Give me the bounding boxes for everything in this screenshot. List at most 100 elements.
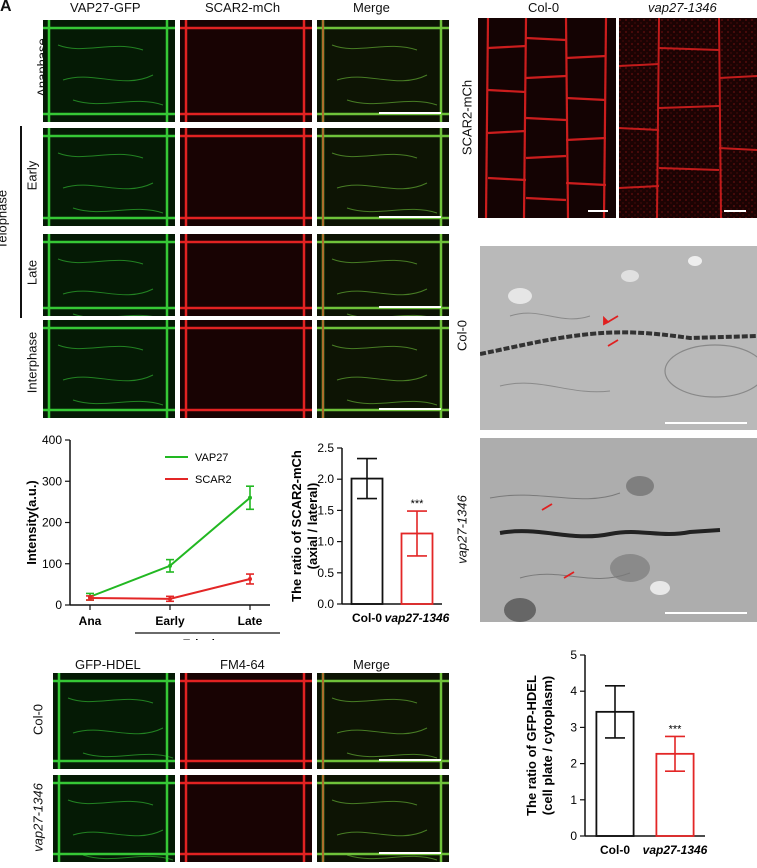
- x-tick-label: Col-0: [352, 611, 382, 625]
- y-tick-label: 2: [570, 757, 577, 771]
- panelA-tile-r1-c0-cell-outline: [43, 128, 175, 226]
- y-tick-label: 2.5: [317, 441, 334, 455]
- panelA-tile-r3-c0: [43, 320, 175, 418]
- y-tick-label: 1.5: [317, 503, 334, 517]
- mutant-cell-walls: [619, 18, 757, 218]
- panelE-row-col0: Col-0: [30, 703, 46, 736]
- scale-bar: [379, 216, 441, 218]
- x-tick-label: Early: [155, 614, 185, 628]
- scale-bar: [379, 112, 441, 114]
- y-tick-label: 200: [42, 516, 62, 530]
- data-point: [248, 495, 252, 500]
- panelE-tile-r0-c1-cell-outline: [180, 673, 312, 769]
- y-axis-label: The ratio of SCAR2-mCh: [289, 450, 304, 602]
- panelE-row-mutant: vap27-1346: [30, 783, 46, 852]
- y-tick-label: 5: [570, 648, 577, 662]
- data-point: [168, 596, 172, 601]
- x-tick-label: Late: [238, 614, 263, 628]
- panelA-tile-r2-c1: [180, 234, 312, 316]
- panelE-tile-r0-c1: [180, 673, 312, 769]
- panel-letter-a: A: [0, 0, 12, 15]
- panelE-tile-r1-c0: [53, 775, 175, 862]
- scale-bar: [665, 612, 747, 614]
- x-tick-label: vap27-1346: [643, 843, 708, 857]
- panelE-tile-r1-c2-cell-outline: [317, 775, 449, 862]
- panelB-col-header-col0: Col-0: [528, 0, 560, 15]
- panelC-row-col0: Col-0: [454, 319, 470, 352]
- panelB-image-col0: [478, 18, 616, 218]
- x-tick-label: Ana: [79, 614, 102, 628]
- panelA-tile-r1-c1-cell-outline: [180, 128, 312, 226]
- panelA-tile-r0-c2: [317, 20, 449, 122]
- panelE-col-header-2: FM4-64: [220, 657, 265, 672]
- y-tick-label: 1: [570, 793, 577, 807]
- panelA-tile-r3-c2-cell-outline: [317, 320, 449, 418]
- panelA-group-telophase: Telophase: [0, 189, 10, 250]
- panelA-tile-r0-c0: [43, 20, 175, 122]
- bar-chart-gfp-hdel-ratio: 0 1 2 3 4 5 The ratio of GFP-HDEL (cell plate /…: [524, 648, 708, 857]
- y-tick-label: 0: [570, 829, 577, 843]
- telophase-group-label: Telophase: [183, 638, 237, 640]
- panelA-tile-r3-c2: [317, 320, 449, 418]
- panelE-tile-r0-c0: [53, 673, 175, 769]
- panelB-image-mutant: [619, 18, 757, 218]
- y-axis-label: Intensity(a.u.): [24, 480, 39, 565]
- data-point: [168, 563, 172, 568]
- panelA-row-early: Early: [24, 160, 40, 191]
- panelA-tile-r2-c2-cell-outline: [317, 234, 449, 316]
- y-tick-label: 3: [570, 720, 577, 734]
- panelA-tile-r0-c1: [180, 20, 312, 122]
- panelE-tile-r1-c1: [180, 775, 312, 862]
- telophase-bracket-line: [20, 126, 22, 318]
- panelA-tile-r2-c1-cell-outline: [180, 234, 312, 316]
- panelC-em-mutant: [480, 438, 757, 622]
- panelA-col-header-2: SCAR2-mCh: [205, 0, 281, 15]
- panelA-tile-r3-c0-cell-outline: [43, 320, 175, 418]
- panelA-tile-r1-c1: [180, 128, 312, 226]
- significance-annotation: ***: [669, 723, 683, 735]
- scale-bar: [379, 852, 441, 854]
- panelA-tile-r3-c1: [180, 320, 312, 418]
- panelA-tile-r1-c2-cell-outline: [317, 128, 449, 226]
- data-point: [88, 595, 92, 600]
- panelE-tile-r0-c0-cell-outline: [53, 673, 175, 769]
- panelA-row-interphase: Interphase: [24, 331, 40, 394]
- y-axis-label: (axial / lateral): [305, 483, 320, 570]
- data-point: [248, 577, 252, 582]
- bar-chart-scar2-ratio: 0.0 0.5 1.0 1.5 2.0 2.5 The ratio of SCAR2-mCh…: [289, 441, 450, 625]
- x-tick-label: Col-0: [600, 843, 630, 857]
- scale-bar: [665, 422, 747, 424]
- significance-annotation: ***: [411, 498, 425, 510]
- y-tick-label: 0: [55, 598, 62, 612]
- panelA-row-late: Late: [24, 259, 40, 286]
- em-col0-features: [480, 246, 757, 430]
- line-chart-intensity: 0 100 200 300 400 Ana Early Late Telophase Intens…: [24, 433, 280, 640]
- panelE-col-header-1: GFP-HDEL: [75, 657, 141, 672]
- panelA-tile-r2-c2: [317, 234, 449, 316]
- panelE-tile-r0-c2: [317, 673, 449, 769]
- panelE-tile-r0-c2-cell-outline: [317, 673, 449, 769]
- y-tick-label: 0.5: [317, 566, 334, 580]
- scale-bar: [379, 306, 441, 308]
- x-tick-label: vap27-1346: [385, 611, 450, 625]
- scale-bar: [588, 210, 608, 212]
- panelA-tile-r2-c0-cell-outline: [43, 234, 175, 316]
- panelA-tile-r0-c1-cell-outline: [180, 20, 312, 122]
- y-tick-label: 100: [42, 557, 62, 571]
- panelA-tile-r0-c0-cell-outline: [43, 20, 175, 122]
- legend-label-scar2: SCAR2: [195, 474, 232, 486]
- panelE-tile-r1-c1-cell-outline: [180, 775, 312, 862]
- y-tick-label: 1.0: [317, 535, 334, 549]
- y-axis-label: (cell plate / cytoplasm): [540, 676, 555, 815]
- y-axis-label: The ratio of GFP-HDEL: [524, 675, 539, 816]
- y-tick-label: 0.0: [317, 597, 334, 611]
- panelE-tile-r1-c2: [317, 775, 449, 862]
- scale-bar: [379, 759, 441, 761]
- y-tick-label: 2.0: [317, 472, 334, 486]
- scale-bar: [379, 408, 441, 410]
- panelA-col-header-3: Merge: [353, 0, 390, 15]
- legend-label-vap27: VAP27: [195, 452, 228, 464]
- y-tick-label: 400: [42, 433, 62, 447]
- panelA-tile-r0-c2-cell-outline: [317, 20, 449, 122]
- y-tick-label: 300: [42, 474, 62, 488]
